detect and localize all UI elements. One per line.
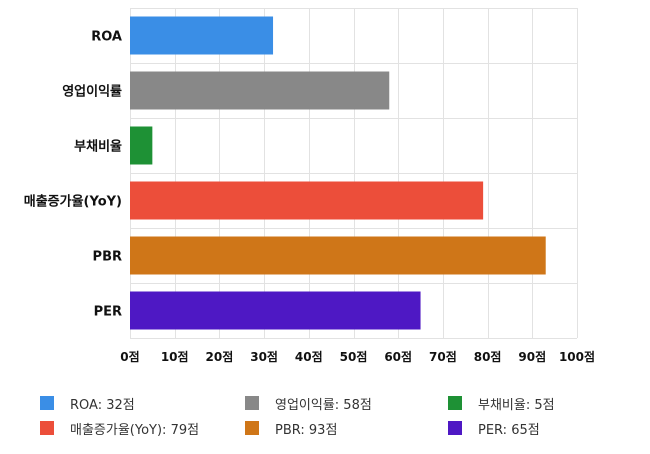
category-label: 영업이익률 [62,84,122,100]
bar [130,181,484,220]
x-tick-label: 10점 [161,349,189,364]
x-tick-label: 100점 [559,349,595,364]
x-tick-label: 90점 [518,349,546,364]
bar [130,291,421,330]
bar [130,71,390,110]
x-tick-label: 60점 [384,349,412,364]
x-tick-labels: 0점 10점 20점 30점 40점 50점 60점 70점 80점 90점 100점 [120,349,595,364]
x-tick-label: 40점 [295,349,323,364]
category-label: 매출증가율(YoY) [24,194,122,210]
category-label: ROA [91,30,122,45]
x-tick-label: 70점 [429,349,457,364]
bar [130,126,153,165]
x-tick-label: 30점 [250,349,278,364]
bars [130,16,546,330]
bar [130,16,274,55]
x-tick-label: 20점 [206,349,234,364]
bar [130,236,546,275]
category-label: PER [94,305,122,320]
x-tick-label: 50점 [340,349,368,364]
category-label: PBR [93,250,122,265]
x-tick-label: 80점 [474,349,502,364]
x-tick-label: 0점 [120,349,139,364]
grid-lines [130,8,578,339]
category-label: 부채비율 [74,139,122,155]
